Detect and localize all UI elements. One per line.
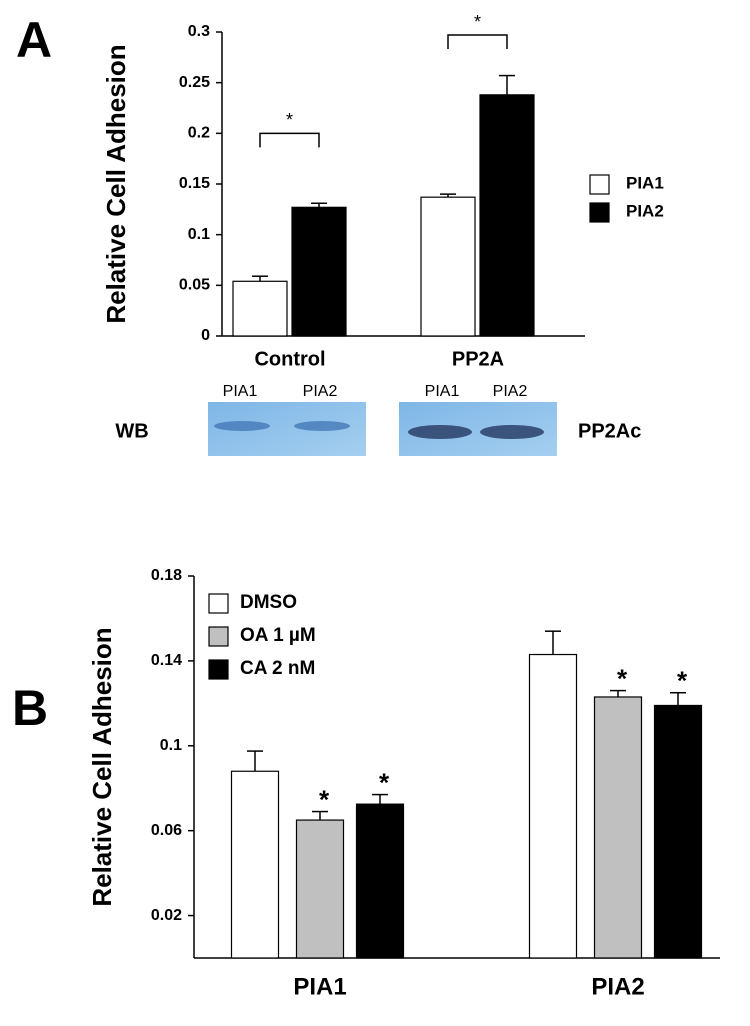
y-tick-label: 0.3 [188,23,210,40]
significance-mark: * [286,110,293,130]
bar [291,206,347,337]
bar [528,653,578,959]
lane-label: PIA1 [223,383,258,400]
legend-label: PIA2 [626,201,664,220]
legend-label: CA 2 nM [240,658,315,679]
y-tick-label: 0.05 [179,277,210,294]
y-tick-label: 0.15 [179,175,210,192]
y-tick-label: 0.06 [151,822,182,839]
y-tick-label: 0.2 [188,125,210,142]
x-tick-label: Control [254,348,325,370]
legend-swatch [208,626,229,647]
significance-mark: * [677,666,688,696]
blot-label: WB [115,420,148,442]
y-axis-title: Relative Cell Adhesion [101,44,131,323]
bar [232,280,288,337]
significance-mark: * [319,784,330,814]
y-tick-label: 0.25 [179,74,210,91]
significance-mark: * [474,12,481,32]
significance-mark: * [379,767,390,797]
lane-label: PIA2 [493,383,528,400]
bar [420,196,476,337]
bar [295,819,345,959]
bar [593,696,643,959]
y-tick-label: 0.1 [160,737,182,754]
blot-band [480,425,544,439]
significance-mark: * [617,663,628,693]
blot-band [408,425,472,439]
blot-band [214,421,270,431]
legend-label: DMSO [240,592,297,613]
panel-label: B [12,680,48,736]
legend-swatch [589,202,610,223]
x-tick-label: PP2A [452,348,504,370]
y-tick-label: 0 [201,327,210,344]
x-tick-label: PIA1 [293,973,346,1000]
bar [355,803,405,959]
lane-label: PIA1 [425,383,460,400]
y-tick-label: 0.02 [151,907,182,924]
significance-bracket [447,34,508,50]
lane-label: PIA2 [303,383,338,400]
significance-bracket [259,132,320,148]
bar [230,770,280,959]
legend-label: PIA1 [626,173,664,192]
bar [479,94,535,337]
y-tick-label: 0.14 [151,652,182,669]
legend-swatch [589,174,610,195]
bar [653,704,703,959]
x-tick-label: PIA2 [591,973,644,1000]
blot-band [294,421,350,431]
legend-label: OA 1 µM [240,625,316,646]
y-tick-label: 0.18 [151,567,182,584]
legend-swatch [208,659,229,680]
panel-label: A [16,12,52,68]
y-tick-label: 0.1 [188,226,210,243]
blot-protein: PP2Ac [578,420,641,442]
y-axis-title: Relative Cell Adhesion [87,627,117,906]
legend-swatch [208,593,229,614]
